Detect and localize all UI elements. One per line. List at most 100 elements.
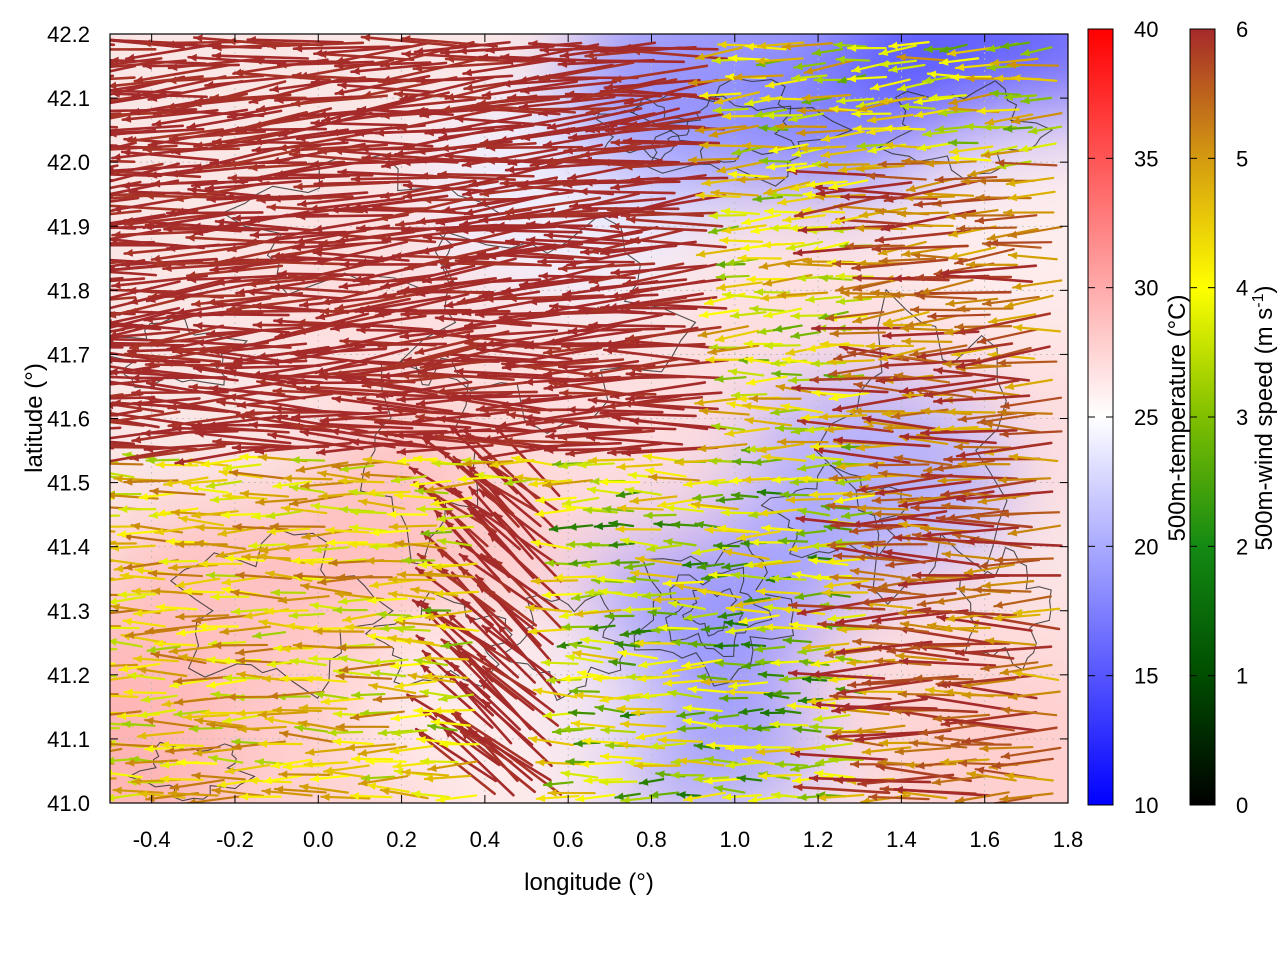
wind-arrow-shaft xyxy=(932,394,1031,403)
x-tick-label: -0.2 xyxy=(216,827,254,852)
wind-arrow-head xyxy=(452,713,462,722)
wind-arrow-head xyxy=(437,127,447,135)
wind-arrow-head xyxy=(631,206,640,214)
wind-arrow-head xyxy=(148,94,158,102)
wind-arrow-shaft xyxy=(629,194,727,213)
wind-arrow-head xyxy=(998,408,1007,417)
wind-arrow-head xyxy=(600,47,609,56)
wind-arrow-head xyxy=(765,207,774,216)
wind-arrow-head xyxy=(754,110,764,119)
wind-arrow-head xyxy=(809,557,818,565)
wind-arrow-head xyxy=(862,473,871,482)
wind-arrow-shaft xyxy=(611,64,709,82)
wind-arrow-head xyxy=(148,139,158,148)
wind-arrow-head xyxy=(797,274,806,283)
wind-arrow-head xyxy=(480,138,490,147)
wind-arrow-head xyxy=(750,305,759,313)
wind-arrow-shaft xyxy=(833,204,887,212)
wind-arrow-head xyxy=(536,496,545,504)
wind-arrow-head xyxy=(1006,179,1016,187)
wind-arrow-head xyxy=(825,313,835,322)
wind-arrow-head xyxy=(462,432,472,441)
wind-arrow-head xyxy=(175,207,185,216)
wind-arrow-shaft xyxy=(566,408,664,414)
wind-arrow-head xyxy=(547,242,557,251)
wind-arrow-shaft xyxy=(831,697,928,713)
wind-arrow-head xyxy=(962,737,972,745)
wind-arrow-head xyxy=(867,172,876,181)
wind-arrow-head xyxy=(153,119,162,128)
wind-arrow-head xyxy=(87,712,95,720)
wind-arrow-head xyxy=(947,513,956,522)
wind-arrow-head xyxy=(297,385,307,394)
wind-arrow-head xyxy=(766,80,775,89)
wind-arrow-head xyxy=(322,115,332,123)
wind-arrow-head xyxy=(361,470,371,479)
wind-arrow-head xyxy=(898,609,908,617)
wind-arrow-head xyxy=(378,728,388,737)
wind-arrow-shaft xyxy=(440,638,518,700)
wind-arrow-head xyxy=(791,73,801,82)
wind-arrow-shaft xyxy=(1010,112,1063,124)
wind-arrow-head xyxy=(353,275,363,284)
wind-arrow-head xyxy=(65,376,74,384)
wind-arrow-head xyxy=(975,766,985,775)
wind-arrow-head xyxy=(581,636,590,645)
wind-arrow-shaft xyxy=(457,717,533,782)
wind-arrow-head xyxy=(694,775,703,783)
wind-arrow-head xyxy=(856,164,865,173)
wind-arrow-shaft xyxy=(980,661,1039,671)
wind-arrow-shaft xyxy=(350,176,449,181)
wind-arrow-head xyxy=(508,294,517,303)
wind-arrow-shaft xyxy=(166,74,265,83)
wind-arrow-head xyxy=(147,380,156,389)
wind-arrow-head xyxy=(783,215,792,224)
wind-arrow-shaft xyxy=(503,439,601,445)
wind-arrow-head xyxy=(359,498,368,507)
temperature-colorbar-tick-label: 35 xyxy=(1134,146,1158,171)
wind-arrow-head xyxy=(336,722,345,731)
wind-arrow-head xyxy=(695,398,704,407)
wind-arrow-head xyxy=(650,790,659,799)
wind-arrow-head xyxy=(85,192,93,200)
wind-arrow-head xyxy=(168,420,178,429)
wind-arrow-head xyxy=(540,45,549,54)
wind-arrow-head xyxy=(139,492,149,501)
wind-arrow-head xyxy=(413,600,423,608)
wind-arrow-shaft xyxy=(851,258,949,270)
wind-arrow-head xyxy=(786,348,795,356)
wind-arrow-head xyxy=(414,657,423,666)
wind-arrow-head xyxy=(618,649,628,658)
wind-arrow-shaft xyxy=(909,308,971,312)
wind-arrow-head xyxy=(196,523,205,532)
wind-arrow-head xyxy=(512,455,521,463)
wind-colorbar-tick-label: 2 xyxy=(1236,534,1248,559)
wind-arrow-shaft xyxy=(898,659,997,667)
wind-arrow-head xyxy=(414,47,424,56)
wind-arrow-head xyxy=(922,76,932,85)
wind-arrow-head xyxy=(463,459,472,468)
wind-arrow-shaft xyxy=(270,242,368,258)
wind-colorbar-tick-label: 4 xyxy=(1236,276,1248,301)
wind-arrow-head xyxy=(87,181,96,189)
wind-arrow-head xyxy=(739,616,748,625)
wind-arrow-head xyxy=(906,761,915,769)
wind-arrow-head xyxy=(882,409,891,418)
wind-arrow-shaft xyxy=(396,108,493,131)
wind-arrow-head xyxy=(956,327,966,336)
wind-arrow-shaft xyxy=(377,329,474,348)
wind-arrow-head xyxy=(663,579,672,588)
wind-arrow-head xyxy=(192,299,201,308)
wind-arrow-head xyxy=(232,443,242,452)
wind-arrow-head xyxy=(756,57,765,65)
wind-arrow-head xyxy=(119,664,129,673)
wind-arrow-shaft xyxy=(961,678,1016,688)
wind-arrow-head xyxy=(349,488,358,497)
wind-arrow-shaft xyxy=(246,38,344,44)
wind-arrow-head xyxy=(292,413,301,421)
wind-arrow-head xyxy=(836,297,846,306)
wind-arrow-head xyxy=(582,92,592,101)
wind-arrow-head xyxy=(275,96,284,105)
wind-arrow-head xyxy=(734,73,743,81)
wind-arrow-shaft xyxy=(333,61,432,68)
